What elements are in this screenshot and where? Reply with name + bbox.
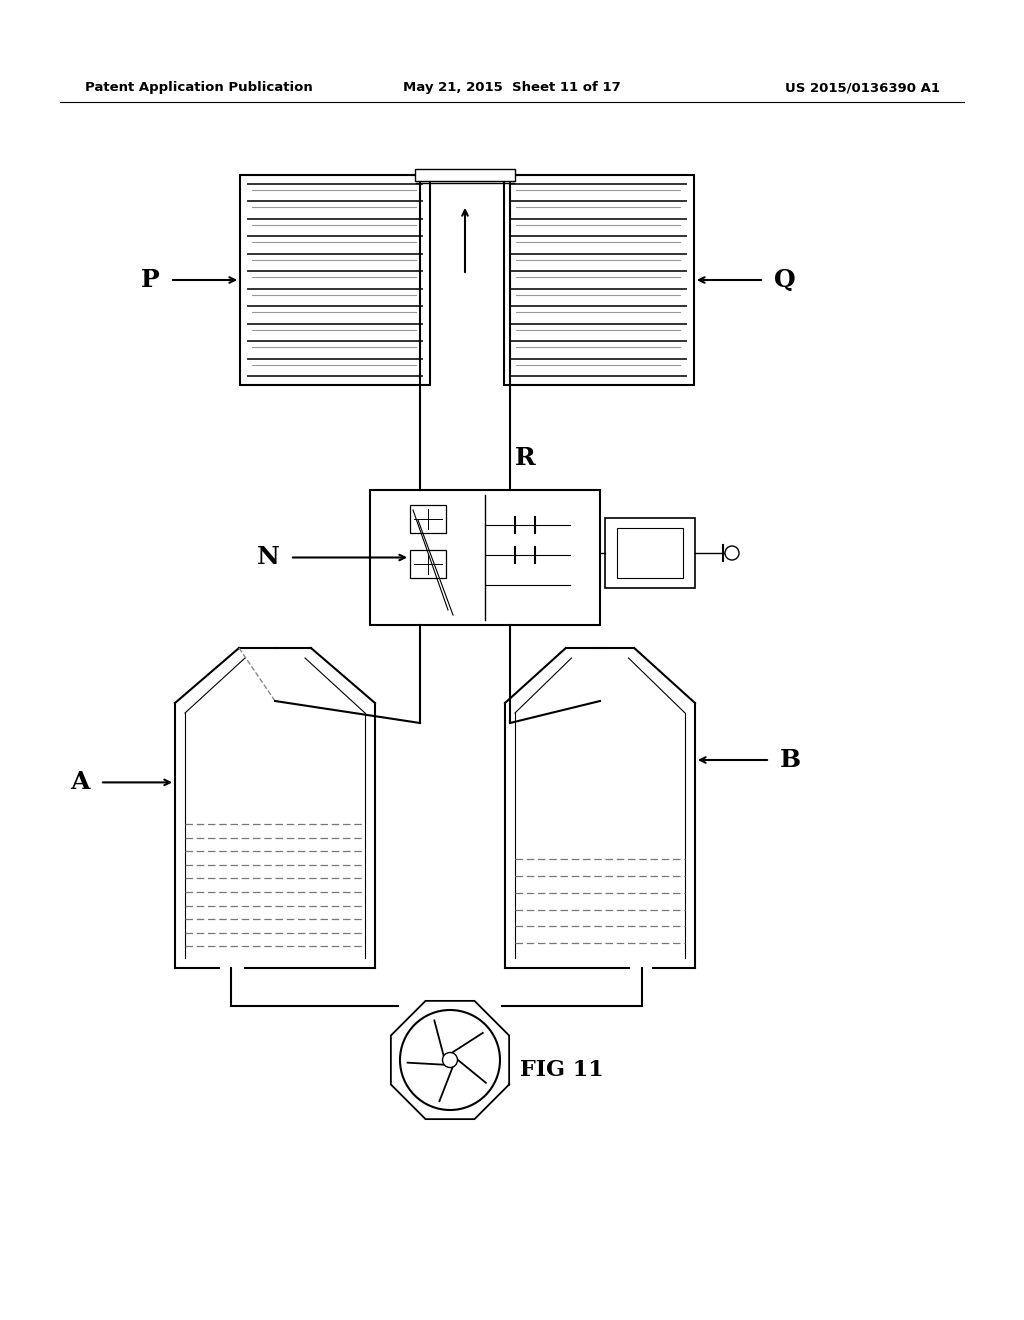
Circle shape: [725, 546, 739, 560]
Text: May 21, 2015  Sheet 11 of 17: May 21, 2015 Sheet 11 of 17: [403, 82, 621, 95]
Text: N: N: [257, 545, 280, 569]
Bar: [410, 506, 446, 533]
Text: FIG 11: FIG 11: [520, 1059, 604, 1081]
Text: A: A: [71, 771, 90, 795]
Bar: [617, 528, 683, 578]
Text: B: B: [780, 748, 801, 772]
Bar: [504, 176, 694, 385]
Circle shape: [400, 1010, 500, 1110]
Text: Q: Q: [774, 268, 796, 292]
Text: P: P: [141, 268, 160, 292]
Circle shape: [442, 1052, 458, 1068]
Text: Patent Application Publication: Patent Application Publication: [85, 82, 312, 95]
Text: R: R: [515, 446, 536, 470]
Bar: [240, 176, 430, 385]
Bar: [370, 490, 600, 624]
Text: US 2015/0136390 A1: US 2015/0136390 A1: [785, 82, 940, 95]
Bar: [605, 517, 695, 587]
Bar: [415, 169, 515, 181]
Bar: [410, 550, 446, 578]
